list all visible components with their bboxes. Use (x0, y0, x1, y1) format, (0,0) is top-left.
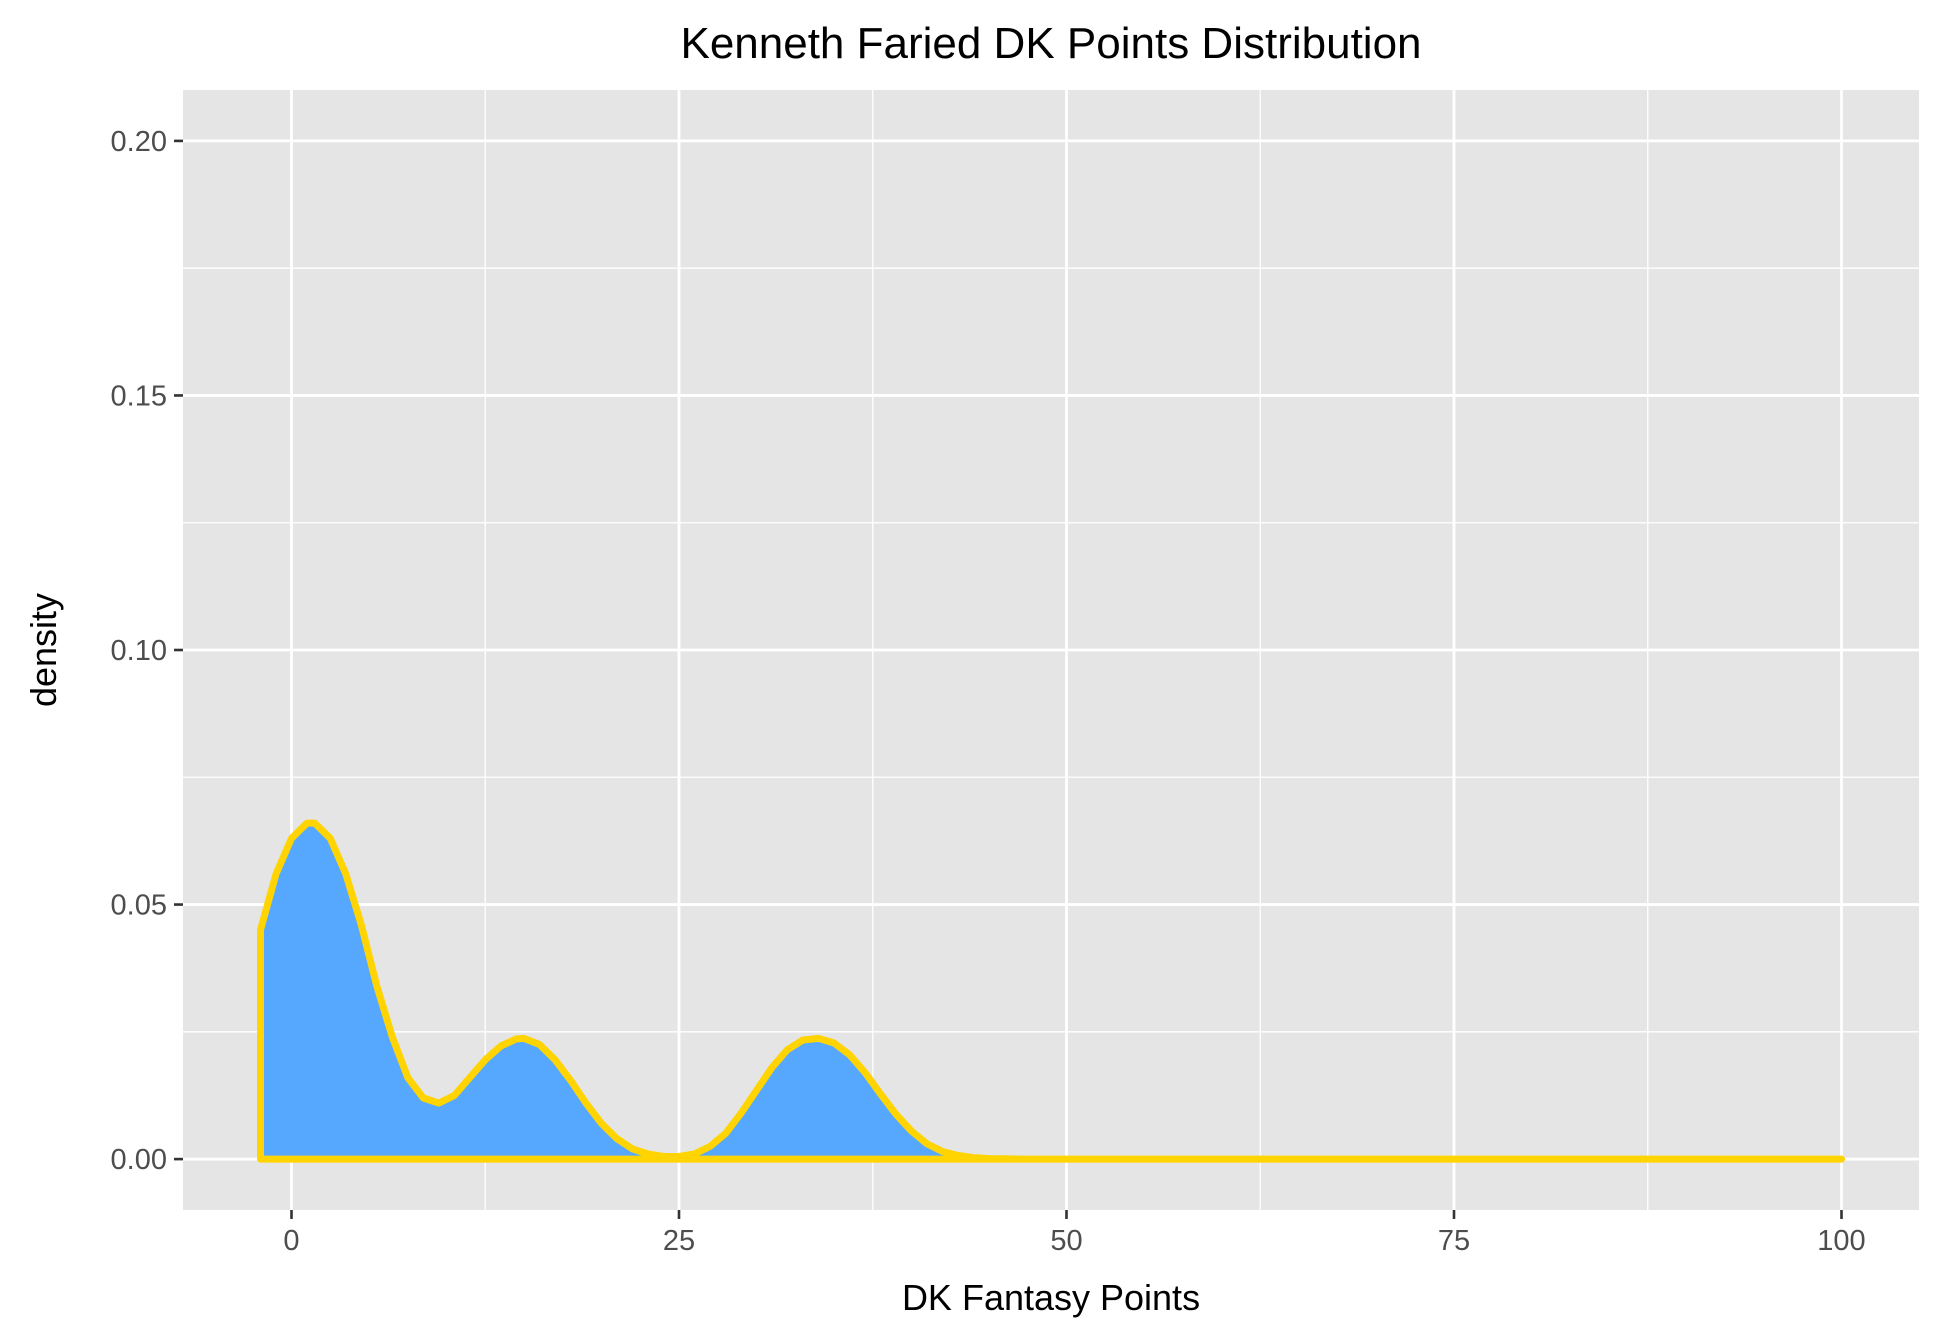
x-tick-label: 75 (1438, 1225, 1470, 1257)
density-line (257, 819, 1845, 1163)
y-tick-label: 0.10 (111, 635, 167, 667)
y-tick-label: 0.05 (111, 890, 167, 922)
y-axis: 0.00 0.05 0.10 0.15 0.20 (111, 126, 183, 1176)
y-tick-label: 0.15 (111, 380, 167, 412)
y-tick-label: 0.00 (111, 1144, 167, 1176)
x-tick-label: 0 (283, 1225, 299, 1257)
x-axis: 0 25 50 75 100 (283, 1210, 1866, 1257)
density-layer (257, 819, 1845, 1163)
chart-title: Kenneth Faried DK Points Distribution (680, 19, 1421, 68)
x-tick-label: 25 (663, 1225, 695, 1257)
y-tick-label: 0.20 (111, 126, 167, 158)
x-tick-label: 100 (1817, 1225, 1865, 1257)
density-area (260, 823, 1842, 1160)
x-axis-title: DK Fantasy Points (902, 1277, 1200, 1318)
y-axis-title: density (23, 593, 64, 707)
x-tick-label: 50 (1050, 1225, 1082, 1257)
